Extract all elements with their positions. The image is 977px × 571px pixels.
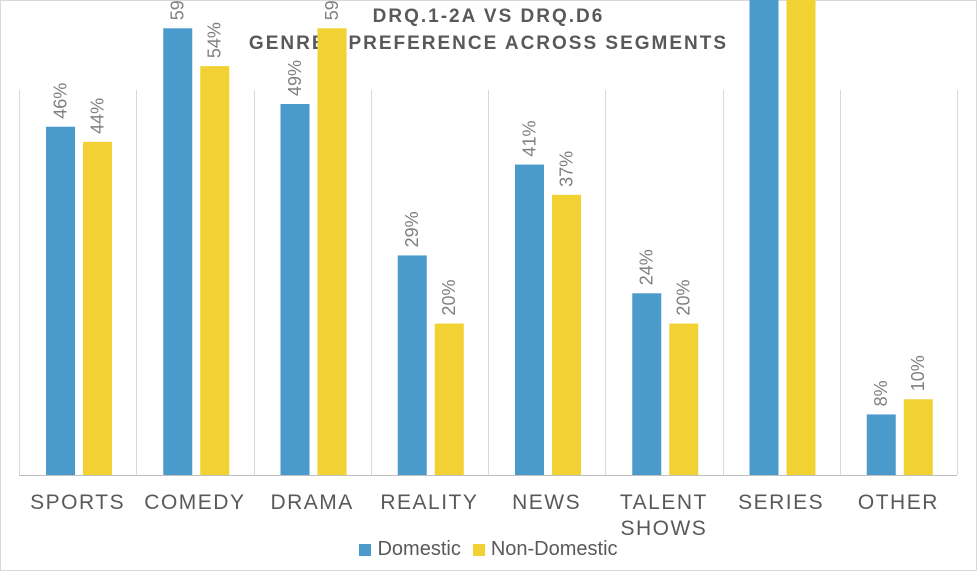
legend-item-domestic: Domestic [359,538,461,561]
bar [903,399,933,475]
data-label: 24% [637,249,657,285]
data-label: 49% [285,60,305,96]
category-label: OTHER [858,491,939,514]
chart-title: DRQ.1-2A VS DRQ.D6 [372,6,605,27]
legend-label-non-domestic: Non-Domestic [490,538,618,560]
category-label: TALENT [620,491,708,514]
data-label: 8% [871,380,891,406]
bar [669,323,699,475]
data-label: 44% [88,98,108,134]
category-label: NEWS [512,491,581,514]
legend-swatch-non-domestic [472,543,485,556]
bar [786,0,816,475]
category-label: REALITY [380,491,478,514]
data-label: 20% [439,280,459,316]
legend-label-domestic: Domestic [377,538,461,560]
category-label: COMEDY [144,491,245,514]
category-label: SHOWS [620,517,707,540]
category-label: DRAMA [270,491,353,514]
data-label: 20% [674,280,694,316]
bar [552,194,581,475]
data-label: 29% [402,211,422,247]
bar [163,28,193,476]
data-label: 59% [322,0,342,20]
legend-swatch-domestic [359,543,372,556]
data-label: 46% [51,83,71,119]
bar [515,164,544,476]
data-label: 37% [557,151,577,187]
legend-item-non-domestic: Non-Domestic [472,538,618,561]
bar [434,323,464,475]
bar [280,104,310,475]
bar [317,28,347,476]
category-label: SPORTS [30,491,125,514]
bar [46,126,75,475]
bar [397,255,427,475]
data-label: 54% [205,22,225,58]
bar [83,141,112,475]
bar [200,66,230,476]
data-label: 59% [168,0,188,20]
category-label: SERIES [738,491,824,514]
data-label: 41% [520,121,540,157]
bar [866,414,896,475]
chart-subtitle: GENRES PREFERENCE ACROSS SEGMENTS [248,33,729,54]
bar [749,0,779,475]
bar [632,293,662,475]
legend: Domestic Non-Domestic [0,538,977,561]
data-label: 10% [908,355,928,391]
